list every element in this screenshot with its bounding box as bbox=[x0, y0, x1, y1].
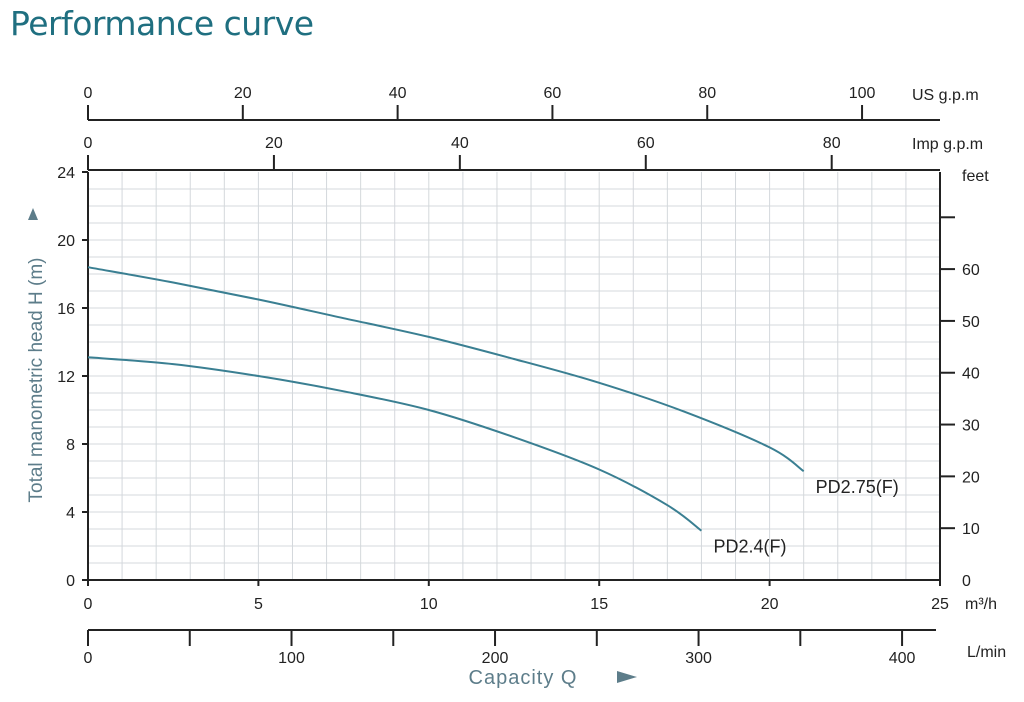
impgpm-tick-label: 80 bbox=[823, 135, 841, 152]
impgpm-tick-label: 60 bbox=[637, 135, 655, 152]
x-axis-label: Capacity Q bbox=[469, 667, 578, 689]
ticks: 0 4 8 12 16 20 24 0 10 20 30 40 50 60 feet 0 5 10 15 20 25 m³… bbox=[57, 85, 1006, 667]
usgpm-tick-label: 40 bbox=[389, 85, 407, 102]
usgpm-tick-label: 60 bbox=[544, 85, 562, 102]
usgpm-tick-label: 20 bbox=[234, 85, 252, 102]
feet-tick-label: 60 bbox=[962, 262, 980, 279]
feet-tick-label: 0 bbox=[962, 573, 971, 590]
x-tick-label: 15 bbox=[590, 596, 608, 613]
feet-tick-label: 20 bbox=[962, 469, 980, 486]
feet-tick-label: 30 bbox=[962, 418, 980, 435]
feet-unit-label: feet bbox=[962, 168, 989, 185]
x-tick-label: 5 bbox=[254, 596, 263, 613]
axes bbox=[87, 119, 941, 631]
labels: PD2.75(F) PD2.4(F) Total manometric head H… bbox=[26, 208, 899, 689]
x-unit-label-usgpm: US g.p.m bbox=[912, 87, 979, 104]
usgpm-tick-label: 0 bbox=[84, 85, 93, 102]
feet-tick-label: 50 bbox=[962, 314, 980, 331]
series-label-2: PD2.4(F) bbox=[713, 537, 786, 557]
y-tick-label: 0 bbox=[66, 573, 75, 590]
feet-tick-label: 10 bbox=[962, 521, 980, 538]
usgpm-tick-label: 100 bbox=[849, 85, 876, 102]
lmin-tick-label: 400 bbox=[889, 650, 916, 667]
y-tick-label: 16 bbox=[57, 301, 75, 318]
x-unit-label-impgpm: Imp g.p.m bbox=[912, 136, 983, 153]
x-tick-label: 0 bbox=[84, 596, 93, 613]
page-title: Performance curve bbox=[10, 4, 314, 43]
y-arrow-icon bbox=[28, 208, 38, 220]
x-tick-label: 25 bbox=[931, 596, 949, 613]
lmin-tick-label: 100 bbox=[278, 650, 305, 667]
impgpm-tick-label: 0 bbox=[84, 135, 93, 152]
x-arrow-icon bbox=[617, 671, 637, 683]
feet-tick-label: 40 bbox=[962, 366, 980, 383]
y-tick-label: 20 bbox=[57, 233, 75, 250]
lmin-tick-label: 200 bbox=[482, 650, 509, 667]
impgpm-tick-label: 40 bbox=[451, 135, 469, 152]
y-tick-label: 4 bbox=[66, 505, 75, 522]
series-line-1 bbox=[87, 266, 805, 473]
y-tick-label: 12 bbox=[57, 369, 75, 386]
x-tick-label: 10 bbox=[420, 596, 438, 613]
series-label-1: PD2.75(F) bbox=[816, 477, 899, 497]
curves bbox=[87, 266, 805, 532]
lmin-tick-label: 0 bbox=[84, 650, 93, 667]
series-line-2 bbox=[87, 356, 703, 532]
y-tick-label: 24 bbox=[57, 165, 75, 182]
x-unit-label-m3h: m³/h bbox=[965, 596, 997, 613]
y-axis-label: Total manometric head H (m) bbox=[26, 258, 47, 503]
x-tick-label: 20 bbox=[761, 596, 779, 613]
x-unit-label-lmin: L/min bbox=[967, 644, 1006, 661]
grid bbox=[88, 172, 940, 580]
lmin-tick-label: 300 bbox=[685, 650, 712, 667]
y-tick-label: 8 bbox=[66, 437, 75, 454]
usgpm-tick-label: 80 bbox=[698, 85, 716, 102]
impgpm-tick-label: 20 bbox=[265, 135, 283, 152]
